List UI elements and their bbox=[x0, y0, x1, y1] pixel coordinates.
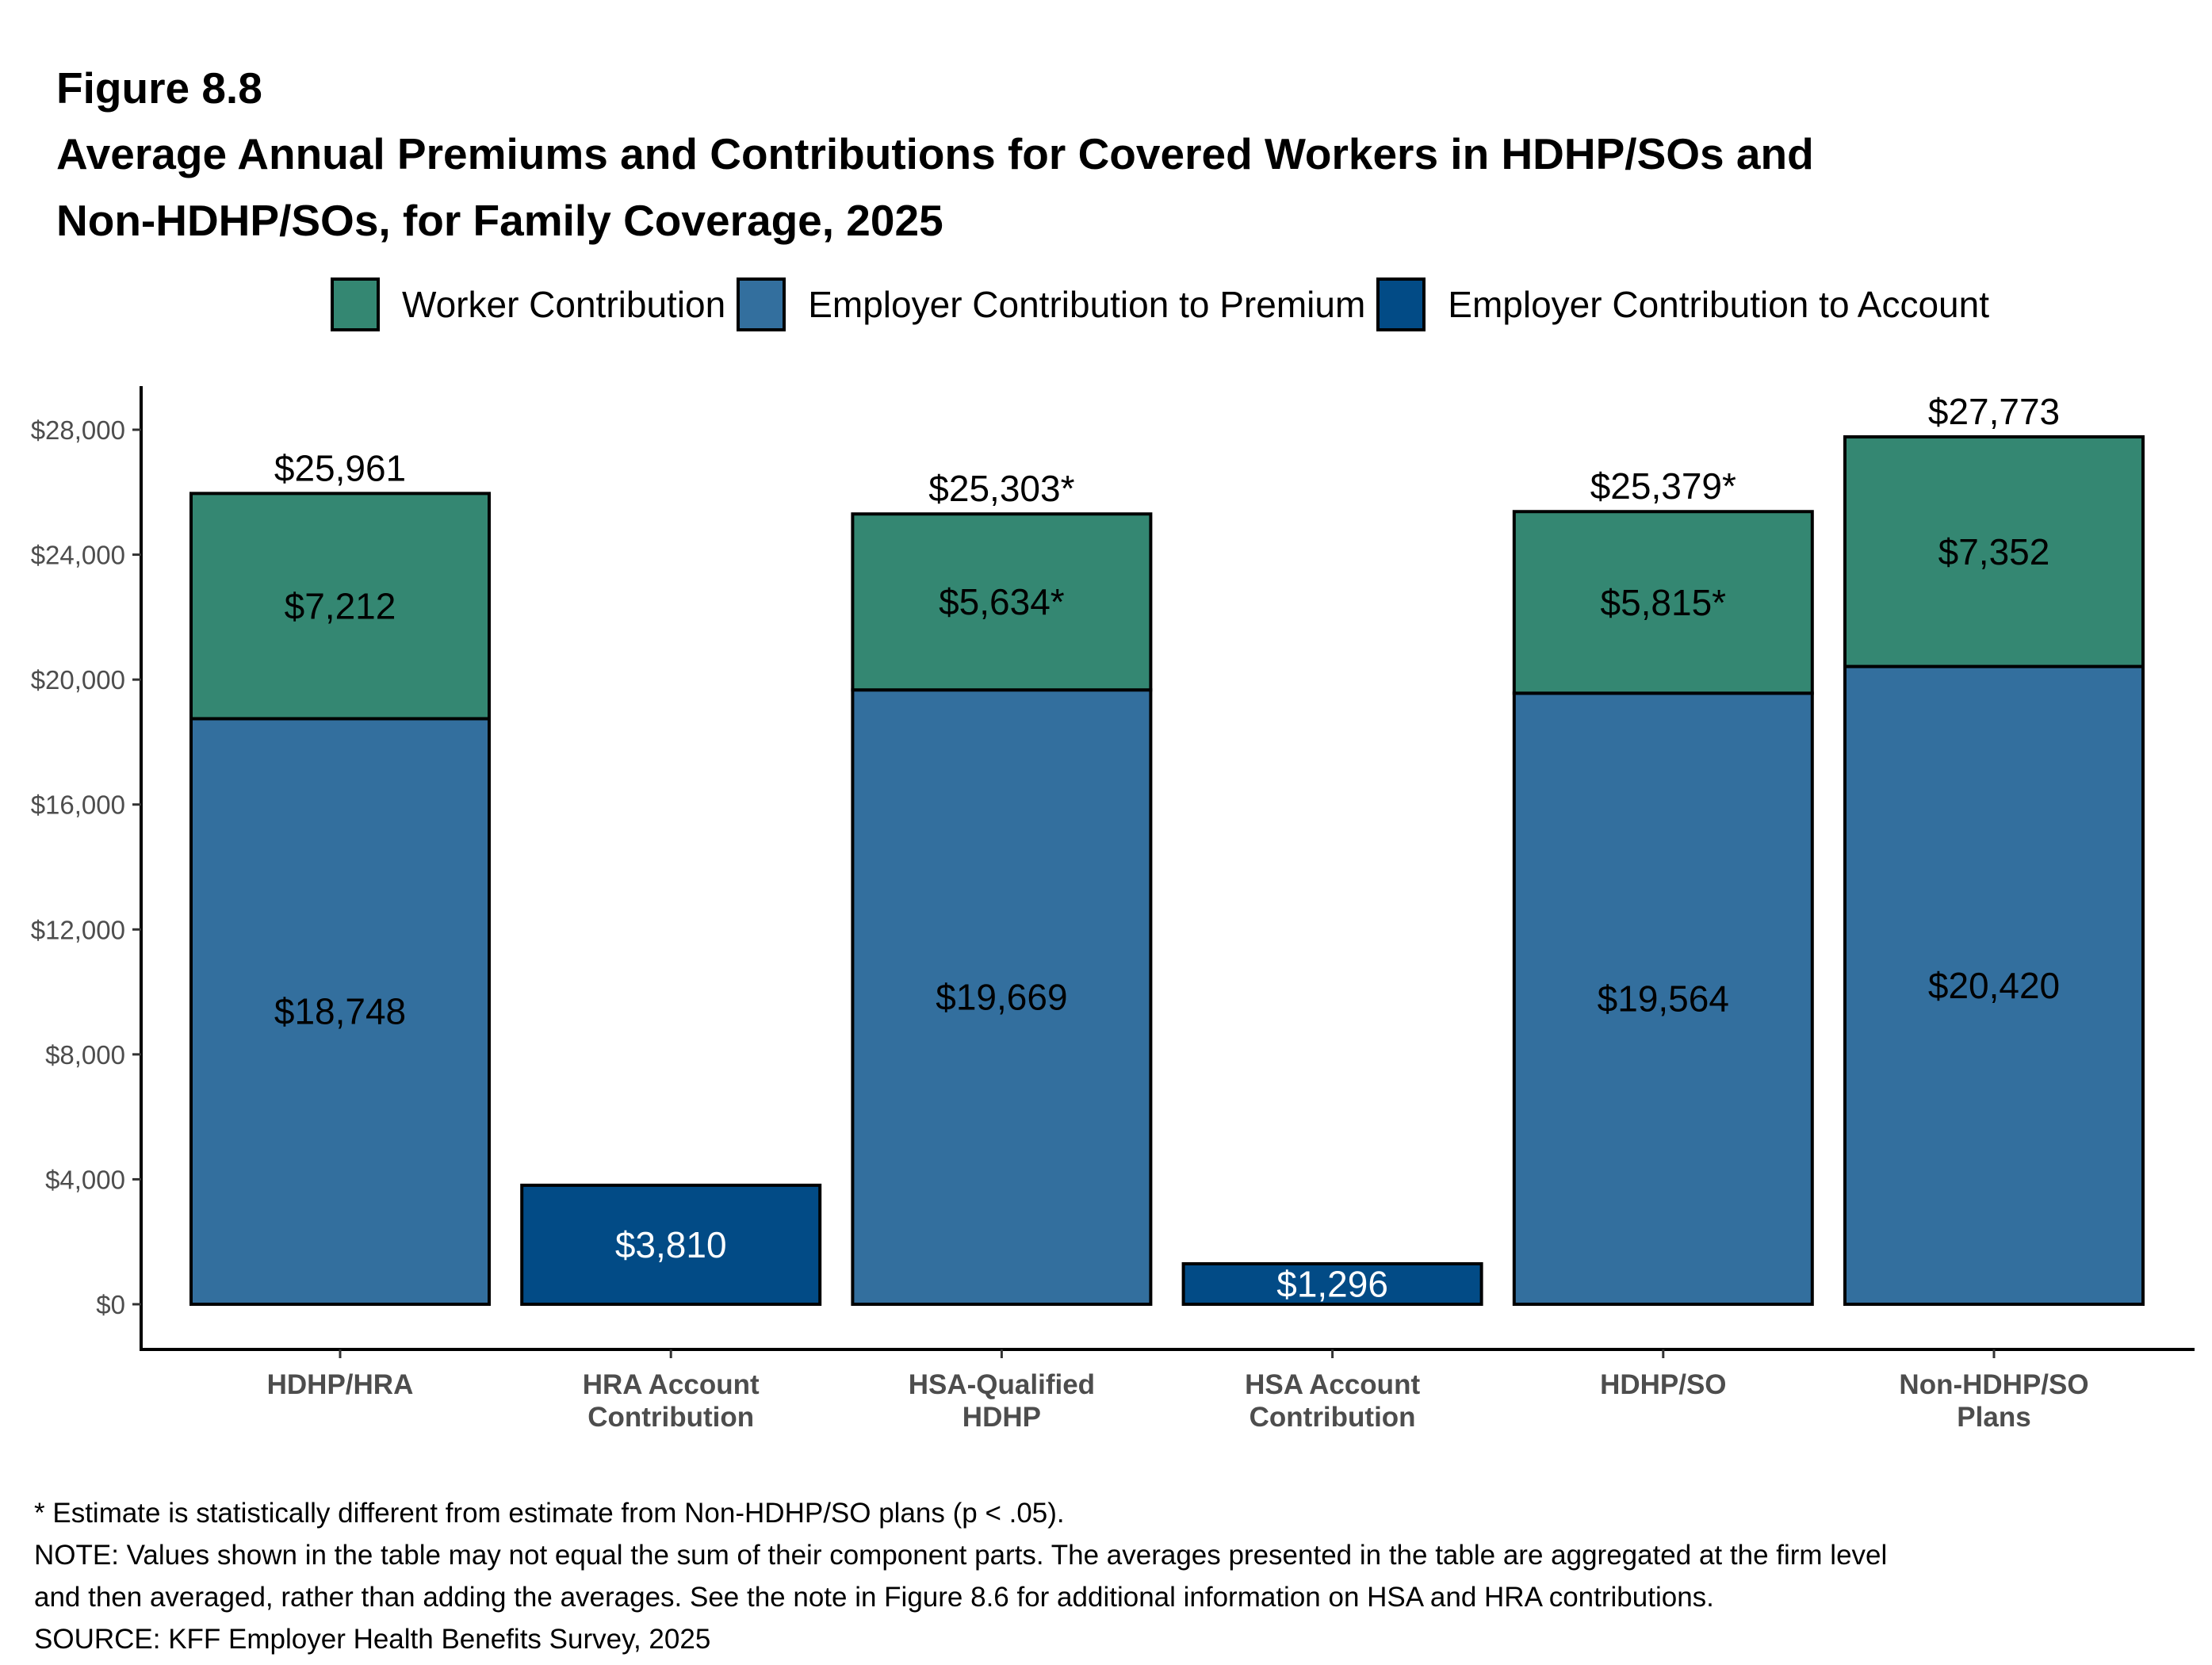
legend-swatch-employer-premium bbox=[737, 278, 786, 331]
title-block: Figure 8.8 Average Annual Premiums and C… bbox=[56, 62, 2038, 254]
y-axis: $0 $4,000 $8,000 $12,000 $16,000 $20,000 $24,0… bbox=[31, 386, 143, 1351]
chart-title: Average Annual Premiums and Contribution… bbox=[56, 121, 2038, 254]
x-tick-label-line: HDHP/SO bbox=[1600, 1369, 1726, 1400]
x-tick-label: HDHP/SO bbox=[1600, 1369, 1726, 1400]
x-tick-label-line: Plans bbox=[1957, 1402, 2030, 1433]
y-tick-label: $0 bbox=[96, 1290, 125, 1319]
x-tick-label-line: HSA-Qualified bbox=[909, 1369, 1095, 1400]
x-tick-label: HDHP/HRA bbox=[267, 1369, 414, 1400]
x-tick-label: Non-HDHP/SO Plans bbox=[1899, 1369, 2088, 1433]
y-tick-label: $4,000 bbox=[45, 1165, 125, 1194]
chart-title-line-2: Non-HDHP/SOs, for Family Coverage, 2025 bbox=[56, 196, 943, 245]
bar-segment-employer-contribution-to-premium bbox=[851, 688, 1153, 1306]
bar-segment-worker-contribution bbox=[1843, 434, 2145, 668]
x-tick-label-line: Non-HDHP/SO bbox=[1899, 1369, 2088, 1400]
total-label: $25,303* bbox=[928, 468, 1074, 509]
data-label: $20,420 bbox=[1928, 965, 2060, 1006]
data-label: $7,212 bbox=[285, 585, 396, 626]
total-label: $25,379* bbox=[1590, 465, 1736, 507]
bar-segment-employer-contribution-to-premium bbox=[1512, 691, 1814, 1306]
x-axis: HDHP/HRA HRA Account ContributionHSA-Quali… bbox=[140, 1348, 2195, 1433]
figure-number: Figure 8.8 bbox=[56, 63, 262, 113]
data-label: $5,815* bbox=[1600, 582, 1726, 623]
footnotes: * Estimate is statistically different fr… bbox=[34, 1492, 1887, 1660]
x-tick-label: HSA-Qualified HDHP bbox=[909, 1369, 1095, 1433]
y-tick-label: $20,000 bbox=[31, 665, 125, 695]
data-label: $19,564 bbox=[1598, 978, 1729, 1020]
data-label: $1,296 bbox=[1276, 1263, 1388, 1304]
chart-title-line-1: Average Annual Premiums and Contribution… bbox=[56, 129, 1814, 178]
data-label: $19,669 bbox=[936, 977, 1067, 1018]
bar-segment-worker-contribution bbox=[189, 492, 491, 721]
data-label: $7,352 bbox=[1938, 531, 2050, 572]
data-label: $18,748 bbox=[274, 991, 406, 1032]
bar-segment-employer-contribution-to-premium bbox=[189, 717, 491, 1306]
legend-item-employer-account: Employer Contribution to Account bbox=[1376, 278, 1989, 331]
x-tick-label-line: HSA Account bbox=[1245, 1369, 1420, 1400]
legend-swatch-employer-account bbox=[1376, 278, 1426, 331]
x-tick-label-line: HDHP/HRA bbox=[267, 1369, 414, 1400]
footnote-note-line-2: and then averaged, rather than adding th… bbox=[34, 1582, 1714, 1613]
legend-label: Worker Contribution bbox=[402, 284, 726, 325]
x-tick-label-line: Contribution bbox=[587, 1402, 754, 1433]
bars: $18,748 $7,212 $25,961 $3,810 $19,669 $5,634*… bbox=[189, 391, 2145, 1307]
bar-segment-worker-contribution bbox=[851, 512, 1153, 692]
legend-swatch-worker-contribution bbox=[331, 278, 380, 331]
footnote-source: SOURCE: KFF Employer Health Benefits Sur… bbox=[34, 1624, 711, 1655]
legend-label: Employer Contribution to Premium bbox=[808, 284, 1366, 325]
legend: Worker Contribution Employer Contributio… bbox=[331, 274, 2000, 335]
bar-segment-employer-contribution-to-account bbox=[1181, 1261, 1483, 1307]
x-tick-label-line: Contribution bbox=[1250, 1402, 1416, 1433]
footnote-asterisk: * Estimate is statistically different fr… bbox=[34, 1498, 1065, 1529]
x-tick-label: HRA Account Contribution bbox=[583, 1369, 760, 1433]
total-label: $25,961 bbox=[274, 447, 406, 488]
x-tick-label-line: HDHP bbox=[962, 1402, 1041, 1433]
legend-item-worker-contribution: Worker Contribution bbox=[331, 278, 725, 331]
bar-segment-employer-contribution-to-account bbox=[520, 1183, 822, 1306]
data-label: $5,634* bbox=[939, 581, 1065, 622]
x-tick-label-line: HRA Account bbox=[583, 1369, 760, 1400]
bar-segment-worker-contribution bbox=[1512, 510, 1814, 695]
legend-label: Employer Contribution to Account bbox=[1448, 284, 1989, 325]
bar-segment-employer-contribution-to-premium bbox=[1843, 664, 2145, 1306]
y-tick-label: $24,000 bbox=[31, 541, 125, 570]
x-tick-label: HSA Account Contribution bbox=[1245, 1369, 1420, 1433]
y-tick-label: $28,000 bbox=[31, 415, 125, 445]
y-tick-label: $12,000 bbox=[31, 915, 125, 944]
y-tick-label: $16,000 bbox=[31, 790, 125, 820]
total-label: $27,773 bbox=[1928, 391, 2060, 432]
data-label: $3,810 bbox=[615, 1224, 727, 1265]
legend-item-employer-premium: Employer Contribution to Premium bbox=[737, 278, 1365, 331]
footnote-note-line-1: NOTE: Values shown in the table may not … bbox=[34, 1540, 1888, 1571]
y-tick-label: $8,000 bbox=[45, 1040, 125, 1070]
